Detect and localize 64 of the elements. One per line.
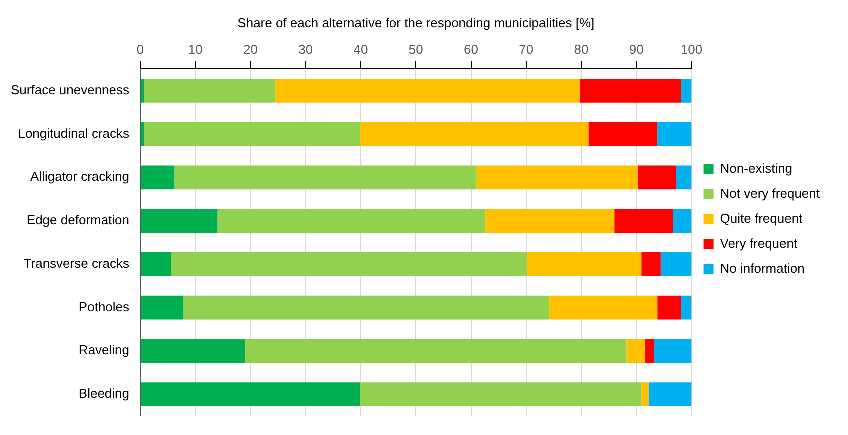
legend-label: Not very frequent [720,186,820,202]
x-tick-label: 20 [244,42,258,57]
bar [648,382,692,406]
y-tick-label: Potholes [78,299,130,314]
y-tick-label: Alligator cracking [30,169,130,184]
bar [486,209,615,233]
bar [245,339,627,364]
legend-label: Non-existing [720,161,793,176]
bar [141,339,246,364]
bar [141,209,218,233]
bar [141,78,144,103]
bar [642,252,661,276]
bar [550,296,658,320]
x-tick-label: 90 [629,42,644,57]
bar [658,122,692,146]
y-tick-label: Transverse cracks [24,256,130,271]
bar [276,78,580,103]
bar [676,166,692,190]
y-tick-label: Raveling [78,342,130,358]
legend-label: Quite frequent [720,211,804,226]
x-axis-title: Share of each alternative for the responding municipalities [%] [238,15,595,30]
bar [642,382,649,406]
y-tick-label: Longitudinal cracks [18,126,130,141]
bar [141,252,172,276]
y-tick-label: Bleeding [78,386,130,402]
x-tick-label: 40 [354,42,368,57]
bar [588,122,658,146]
bar [174,166,477,190]
y-tick-label: Edge deformation [26,212,130,228]
x-tick-label: 100 [680,42,703,57]
bar [141,296,184,320]
bar [144,78,276,103]
bar [141,122,144,146]
bar [638,166,676,190]
bar [681,296,692,320]
bar [658,296,682,320]
bar [626,339,646,364]
legend-label: Very frequent [720,236,798,252]
bar [614,209,674,233]
bar [360,382,642,406]
bar [580,78,682,103]
y-tick-label: Surface unevenness [10,82,130,98]
bar [171,252,527,276]
bar [360,122,589,146]
legend-label: No information [720,261,805,276]
bar [141,382,360,406]
bar [476,166,638,190]
x-tick-label: 70 [519,42,534,57]
bar [654,339,692,364]
bar [645,339,654,364]
x-tick-label: 80 [574,42,589,57]
bar [681,78,692,103]
x-tick-label: 0 [136,42,144,57]
x-tick-label: 50 [408,42,424,57]
bar [673,209,692,233]
x-tick-label: 10 [188,42,203,57]
bar [141,166,175,190]
bar [184,296,550,320]
x-tick-label: 30 [298,42,314,57]
bar [660,252,692,276]
x-tick-label: 60 [464,42,479,57]
bar [526,252,642,276]
bar [218,209,486,233]
bar [144,122,360,146]
